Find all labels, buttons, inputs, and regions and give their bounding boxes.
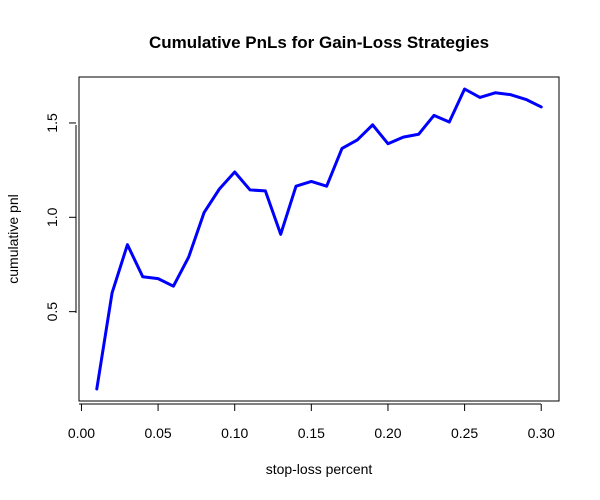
y-tick-label: 0.5 bbox=[44, 302, 60, 322]
y-tick-label: 1.5 bbox=[44, 113, 60, 133]
y-tick-label: 1.0 bbox=[44, 207, 60, 227]
x-tick-label: 0.00 bbox=[68, 425, 95, 441]
x-tick-label: 0.10 bbox=[221, 425, 248, 441]
x-tick-label: 0.30 bbox=[528, 425, 555, 441]
x-axis-label: stop-loss percent bbox=[266, 461, 373, 477]
plot-frame bbox=[78, 76, 560, 402]
x-tick-label: 0.25 bbox=[451, 425, 478, 441]
x-tick-label: 0.20 bbox=[374, 425, 401, 441]
x-tick-label: 0.15 bbox=[298, 425, 325, 441]
y-axis-label: cumulative pnl bbox=[5, 194, 21, 284]
series-line bbox=[95, 87, 543, 391]
y-axis: 0.5 1.0 1.5 bbox=[44, 113, 77, 322]
chart-title: Cumulative PnLs for Gain-Loss Strategies bbox=[149, 33, 489, 52]
x-axis: 0.00 0.05 0.10 0.15 0.20 0.25 0.30 bbox=[68, 403, 555, 441]
x-tick-label: 0.05 bbox=[144, 425, 171, 441]
